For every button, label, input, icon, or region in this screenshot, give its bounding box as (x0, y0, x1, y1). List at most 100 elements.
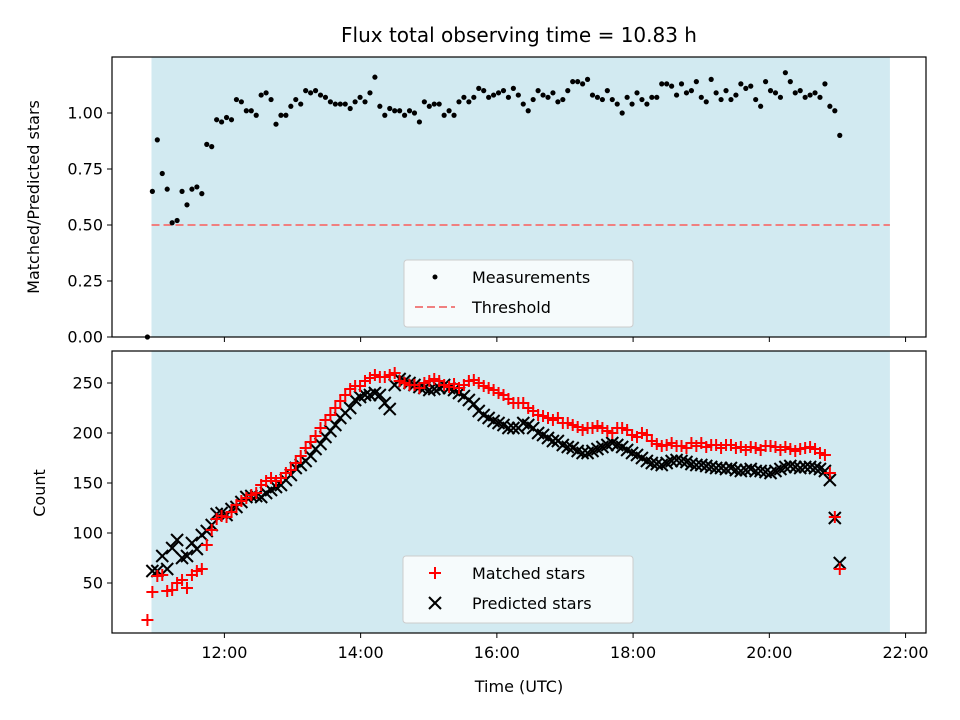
measurement-point (308, 90, 314, 96)
y-tick-label: 200 (72, 424, 103, 443)
measurement-point (164, 186, 170, 192)
measurement-point (654, 94, 660, 100)
measurement-point (758, 103, 764, 109)
measurement-point (609, 96, 615, 103)
measurement-point (258, 92, 264, 98)
y-tick-label: 1.00 (67, 104, 103, 123)
measurement-point (762, 79, 769, 85)
measurement-point (446, 108, 452, 114)
bottom-legend-box (402, 555, 634, 624)
matched-star-point (146, 586, 159, 598)
measurement-point (787, 79, 793, 85)
measurement-point (238, 99, 244, 105)
measurement-point (327, 99, 333, 105)
measurement-point (332, 101, 338, 107)
measurement-point (510, 85, 516, 91)
matched-star-point (314, 422, 327, 434)
y-tick-label: 0.75 (67, 160, 103, 179)
measurement-point (782, 70, 788, 76)
measurement-point (451, 112, 457, 118)
measurement-point (748, 83, 754, 89)
bottom-axes-frame (111, 350, 927, 634)
measurement-point (401, 112, 408, 118)
measurement-point (411, 110, 418, 116)
x-axis-label: Time (UTC) (474, 677, 563, 696)
predicted-star-point (546, 434, 560, 448)
measurement-point (817, 94, 823, 100)
measurement-point (288, 103, 294, 109)
matched-star-point (289, 457, 302, 469)
measurement-point (159, 170, 165, 177)
measurement-point (753, 96, 759, 103)
measurement-point (233, 96, 240, 103)
measurement-point (209, 144, 215, 150)
y-tick-label: 250 (72, 374, 103, 393)
measurement-point (248, 108, 254, 114)
measurement-point (490, 92, 497, 98)
y-tick-label: 100 (72, 524, 103, 543)
measurement-point (565, 88, 571, 94)
measurement-point (525, 108, 531, 114)
matched-star-point (250, 487, 263, 499)
matched-star-point (823, 467, 836, 479)
measurement-point (560, 96, 566, 103)
predicted-star-point (778, 460, 793, 474)
chart-title: Flux total observing time = 10.83 h (341, 23, 697, 47)
measurement-point (194, 184, 200, 190)
x-tick-label: 16:00 (474, 643, 520, 662)
matched-star-point (141, 614, 154, 626)
measurement-point (678, 81, 685, 87)
measurement-point (703, 99, 709, 105)
matched-star-point (166, 584, 179, 596)
measurement-point (387, 105, 393, 112)
measurement-point (837, 132, 843, 138)
measurement-point (713, 90, 719, 96)
measurement-point (649, 94, 655, 100)
measurement-point (397, 108, 403, 114)
bottom-legend: Matched stars Predicted stars (402, 555, 634, 624)
measurement-point (515, 92, 521, 98)
bottom-panel: 50 100 150 200 250 12:00 14:00 16:00 18:00 20:00… (30, 350, 929, 696)
top-y-axis-label: Matched/Predicted stars (24, 100, 43, 294)
measurement-point (352, 99, 358, 105)
measurement-point (174, 217, 180, 224)
legend-matched-label: Matched stars (472, 564, 585, 583)
measurement-point (372, 74, 378, 80)
measurement-point (283, 112, 289, 118)
measurement-point (743, 85, 749, 91)
measurement-point (634, 90, 640, 96)
predicted-star-point (383, 402, 397, 416)
top-axes-frame (111, 56, 927, 338)
measurement-point (520, 101, 526, 107)
predicted-star-point (561, 440, 575, 454)
y-tick-label: 0.50 (67, 216, 103, 235)
bottom-y-axis-label: Count (30, 469, 49, 517)
predicted-star-point (664, 454, 679, 468)
matched-star-point (818, 449, 831, 461)
x-tick-label: 20:00 (746, 643, 792, 662)
measurement-point (293, 96, 299, 103)
measurement-point (698, 94, 704, 100)
measurement-point (708, 76, 714, 82)
y-tick-label: 0.00 (67, 328, 103, 347)
measurement-point (456, 99, 462, 105)
measurement-point (589, 92, 596, 98)
y-tick-label: 150 (72, 474, 103, 493)
matched-star-point (225, 506, 238, 518)
measurement-point (416, 119, 423, 125)
measurement-point (832, 108, 838, 114)
predicted-star-point (180, 549, 194, 563)
measurement-point (797, 88, 803, 94)
matched-star-point (388, 367, 401, 379)
matched-star-point (294, 450, 307, 462)
measurement-point (377, 103, 383, 109)
measurement-point (673, 92, 680, 98)
measurement-point (822, 81, 828, 87)
measurement-point (476, 85, 482, 91)
measurement-point (189, 186, 195, 192)
measurement-point (421, 99, 427, 105)
legend-matched-marker (429, 567, 441, 579)
measurement-point (486, 94, 492, 100)
matched-star-point (284, 464, 297, 476)
